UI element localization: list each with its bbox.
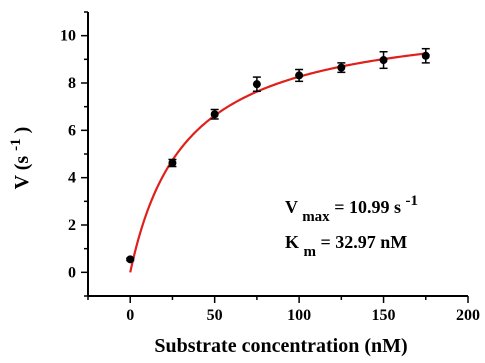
- x-axis: [87, 295, 469, 303]
- vmax-unit-exponent: -1: [405, 193, 418, 209]
- data-point: [379, 56, 388, 65]
- y-tick-labels: 0 2 4 6 8 10: [60, 28, 76, 282]
- data-point: [252, 80, 261, 89]
- data-point: [295, 71, 304, 80]
- x-axis-title: Substrate concentration (nM): [154, 335, 407, 357]
- km-value: = 32.97 nM: [321, 232, 408, 252]
- y-tick-label: 6: [68, 122, 76, 139]
- x-tick-label: 0: [126, 307, 134, 324]
- x-tick-label: 200: [456, 307, 480, 324]
- y-axis-title: V (s -1 ): [3, 127, 33, 190]
- y-axis-title-close: ): [11, 127, 33, 134]
- y-tick-label: 0: [68, 264, 76, 281]
- y-axis: [81, 11, 89, 297]
- x-tick-label: 50: [207, 307, 223, 324]
- x-tick-label: 150: [372, 307, 396, 324]
- x-tick-label: 100: [287, 307, 311, 324]
- y-tick-label: 10: [60, 28, 76, 45]
- vmax-symbol: V: [285, 197, 298, 217]
- data-point: [126, 255, 135, 264]
- data-point: [421, 51, 430, 60]
- vmax-annotation: V max = 10.99 s -1: [285, 193, 418, 225]
- x-tick-labels: 0 50 100 150 200: [126, 307, 480, 324]
- data-point: [337, 63, 346, 72]
- data-point: [210, 110, 219, 119]
- y-axis-title-main: V (s: [11, 156, 33, 190]
- data-point: [168, 158, 177, 167]
- y-axis-title-exponent: -1: [8, 138, 24, 151]
- vmax-subscript: max: [302, 209, 330, 225]
- y-tick-label: 2: [68, 217, 76, 234]
- y-tick-label: 4: [68, 170, 76, 187]
- y-tick-label: 8: [68, 75, 76, 92]
- plot-area: [126, 47, 430, 273]
- vmax-value: = 10.99 s: [334, 197, 401, 217]
- km-annotation: K m = 32.97 nM: [285, 232, 407, 260]
- km-subscript: m: [304, 244, 317, 260]
- fit-curve: [129, 52, 426, 273]
- km-symbol: K: [285, 232, 299, 252]
